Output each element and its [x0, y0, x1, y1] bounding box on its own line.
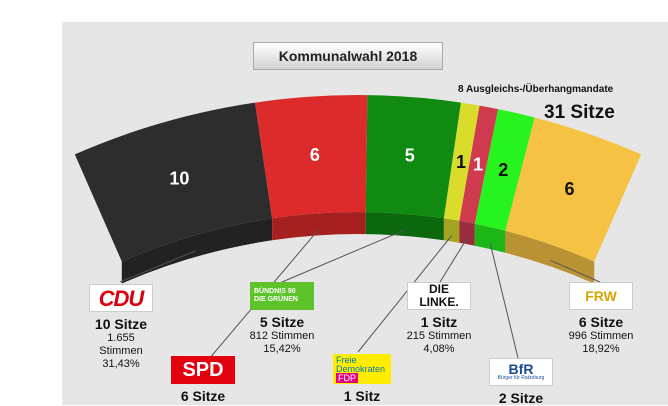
segment-side-b-ndnis-90-die-gr-nen — [365, 212, 444, 241]
spd-seats: 6 Sitze — [180, 388, 226, 404]
linke-percent: 4,08% — [423, 343, 455, 355]
frw-percent: 18,92% — [582, 343, 620, 355]
segment-side-bfr — [474, 223, 506, 253]
fdp-logo: Freie Demokraten FDP — [333, 354, 391, 384]
segment-fdp — [443, 102, 480, 221]
segment-b-ndnis-90-die-gr-nen — [365, 95, 461, 219]
fdp-logo-line1: Freie — [336, 354, 357, 365]
party-gruene: BÜNDNIS 90 DIE GRÜNEN 5 Sitze 812 Stimmen… — [246, 282, 318, 356]
cdu-logo: CDU — [89, 284, 153, 312]
fdp-seats: 1 Sitz — [343, 388, 381, 404]
segment-cdu — [74, 102, 273, 262]
segment-label-cdu: 10 — [169, 169, 189, 189]
party-linke: DIE LINKE. 1 Sitz 215 Stimmen 4,08% — [403, 282, 475, 356]
segment-side-spd — [272, 212, 366, 241]
linke-seats: 1 Sitz — [420, 314, 458, 330]
segment-frw — [505, 117, 642, 262]
gruene-logo-line2: DIE GRÜNEN — [254, 296, 298, 303]
segment-side-fdp — [443, 218, 460, 243]
frw-seats: 6 Sitze — [578, 314, 624, 330]
segment-die-linke — [459, 105, 499, 224]
segment-label-frw: 6 — [564, 179, 574, 199]
gruene-seats: 5 Sitze — [259, 314, 305, 330]
leader-line-4 — [439, 237, 468, 283]
leader-line-2 — [281, 229, 406, 283]
linke-votes: 215 Stimmen — [406, 330, 472, 342]
cdu-votes: 1.655 Stimmen — [99, 332, 143, 357]
bfr-seats: 2 Sitze — [498, 390, 544, 406]
fdp-logo-line3: FDP — [336, 372, 358, 383]
gruene-percent: 15,42% — [263, 343, 301, 355]
bfr-logo-subtext: Bürger für Ratzeburg — [497, 375, 545, 381]
gruene-votes: 812 Stimmen — [249, 330, 315, 342]
mandate-note: 8 Ausgleichs-/Überhangmandate — [458, 84, 614, 95]
gruene-logo: BÜNDNIS 90 DIE GRÜNEN — [250, 282, 314, 310]
segment-side-cdu — [121, 218, 273, 284]
leader-line-5 — [489, 242, 520, 363]
segment-bfr — [474, 109, 535, 231]
leader-line-0 — [119, 250, 196, 283]
bfr-logo: BfR Bürger für Ratzeburg — [489, 358, 553, 386]
total-seats: 31 Sitze — [544, 102, 615, 123]
segment-label-fdp: 1 — [456, 152, 466, 172]
segment-label-b-ndnis-90-die-gr-nen: 5 — [405, 146, 415, 166]
party-bfr: BfR Bürger für Ratzeburg 2 Sitze — [484, 358, 558, 406]
bfr-logo-text: BfR — [508, 361, 534, 377]
cdu-seats: 10 Sitze — [94, 316, 148, 332]
chart-title: Kommunalwahl 2018 — [253, 42, 443, 70]
cdu-percent: 31,43% — [102, 358, 140, 370]
leader-line-3 — [357, 235, 453, 353]
linke-logo: DIE LINKE. — [407, 282, 471, 310]
party-frw: FRW 6 Sitze 996 Stimmen 18,92% — [564, 282, 638, 356]
spd-logo: SPD — [171, 356, 235, 384]
leader-line-6 — [550, 259, 601, 283]
frw-votes: 996 Stimmen — [568, 330, 634, 342]
frw-logo: FRW — [569, 282, 633, 310]
segment-spd — [255, 95, 368, 219]
party-fdp: Freie Demokraten FDP 1 Sitz — [326, 354, 398, 404]
party-spd: SPD 6 Sitze — [167, 356, 239, 404]
party-cdu: CDU 10 Sitze 1.655 Stimmen 31,43% — [85, 284, 157, 371]
segment-label-die-linke: 1 — [473, 155, 483, 175]
segment-label-spd: 6 — [310, 145, 320, 165]
gruene-logo-line1: BÜNDNIS 90 — [254, 288, 296, 295]
segment-label-bfr: 2 — [498, 160, 508, 180]
segment-side-die-linke — [459, 220, 475, 246]
fdp-logo-line2: Demokraten — [336, 363, 386, 374]
